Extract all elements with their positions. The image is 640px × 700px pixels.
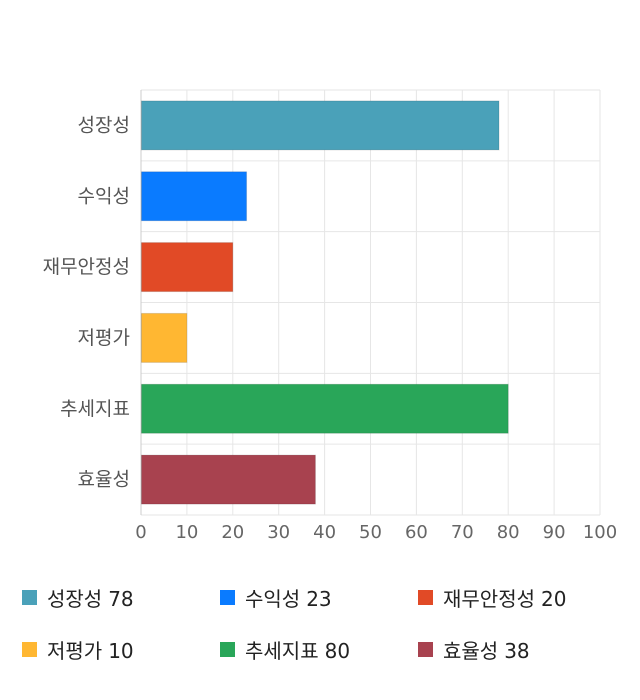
legend-series-name: 수익성 — [245, 586, 301, 611]
legend-series-name: 재무안정성 — [443, 586, 535, 611]
bar-3 — [141, 312, 188, 363]
legend-series-name: 성장성 — [47, 586, 103, 611]
legend-swatch — [220, 641, 235, 657]
legend-swatch — [22, 589, 37, 605]
x-axis-tick-labels: 0 10 20 30 40 50 60 70 80 90 100 — [135, 522, 617, 543]
bar-0 — [141, 100, 500, 151]
category-label: 추세지표 — [60, 398, 130, 420]
legend-item: 재무안정성 20 — [418, 580, 566, 614]
legend-series-name: 저평가 — [47, 638, 103, 663]
bar-1 — [141, 171, 248, 222]
legend-series-value: 38 — [504, 638, 530, 663]
x-tick-label: 10 — [175, 522, 198, 543]
legend-series-value: 10 — [108, 638, 134, 663]
category-label: 재무안정성 — [43, 256, 130, 278]
legend-item: 효율성 38 — [418, 632, 530, 666]
grid-lines — [140, 89, 601, 516]
legend-swatch — [418, 589, 433, 605]
x-tick-label: 70 — [451, 522, 474, 543]
x-tick-label: 100 — [583, 522, 617, 543]
x-tick-label: 90 — [543, 522, 566, 543]
legend-label: 저평가 10 — [47, 635, 134, 664]
legend-item: 성장성 78 — [22, 580, 134, 614]
legend-item: 저평가 10 — [22, 632, 134, 666]
legend-series-name: 추세지표 — [245, 638, 319, 663]
x-tick-label: 0 — [135, 522, 146, 543]
category-label: 저평가 — [78, 327, 130, 349]
x-tick-label: 20 — [221, 522, 244, 543]
x-tick-label: 30 — [267, 522, 290, 543]
legend-series-value: 80 — [324, 638, 351, 663]
x-tick-label: 40 — [313, 522, 336, 543]
legend-swatch — [22, 641, 37, 657]
legend-label: 성장성 78 — [47, 583, 134, 612]
legend-series-value: 20 — [541, 586, 567, 611]
legend-series-name: 효율성 — [443, 638, 499, 663]
legend-item: 추세지표 80 — [220, 632, 350, 666]
legend-label: 수익성 23 — [245, 583, 332, 612]
bar-4 — [141, 383, 509, 434]
x-tick-label: 80 — [497, 522, 520, 543]
category-label: 효율성 — [78, 469, 130, 491]
legend-series-value: 78 — [108, 586, 134, 611]
legend-label: 재무안정성 20 — [443, 583, 566, 612]
bar-5 — [141, 454, 316, 505]
legend-swatch — [220, 589, 235, 605]
legend-series-value: 23 — [306, 586, 332, 611]
category-label: 성장성 — [78, 114, 130, 136]
category-label: 수익성 — [78, 185, 130, 207]
legend-item: 수익성 23 — [220, 580, 332, 614]
x-tick-label: 60 — [405, 522, 428, 543]
legend-label: 효율성 38 — [443, 635, 530, 664]
bars — [141, 100, 509, 505]
legend-label: 추세지표 80 — [245, 635, 350, 664]
bar-2 — [141, 242, 234, 293]
x-tick-label: 50 — [359, 522, 382, 543]
legend-swatch — [418, 641, 433, 657]
